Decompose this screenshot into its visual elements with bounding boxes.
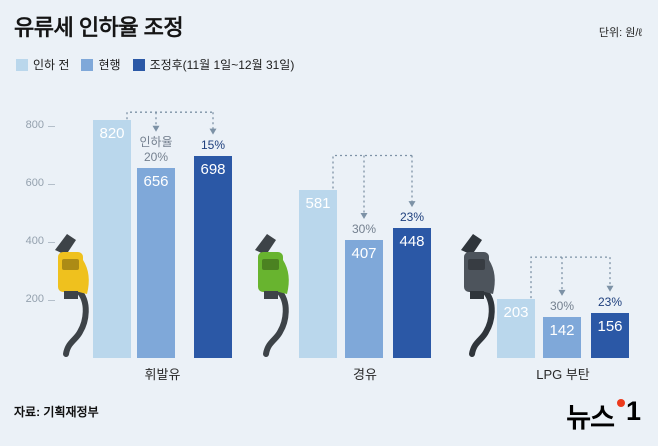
bar-value-label: 656 xyxy=(143,172,169,190)
unit-label: 단위: 원/ℓ xyxy=(598,27,642,39)
bar-value-label: 820 xyxy=(99,125,125,143)
bar-value-label: 698 xyxy=(200,160,226,178)
arrowhead-icon xyxy=(606,285,614,292)
bar-value-label: 448 xyxy=(399,233,425,251)
bar: 820 xyxy=(93,120,131,358)
category-label: 경유 xyxy=(353,367,377,382)
y-axis-tickmark xyxy=(48,126,55,127)
bar: 656 xyxy=(137,167,175,358)
bar-value-label: 156 xyxy=(597,317,623,335)
y-axis-tickmark xyxy=(48,184,55,185)
category-label: LPG 부탄 xyxy=(536,367,590,382)
arrowhead-icon xyxy=(408,201,416,208)
bar: 581 xyxy=(299,189,337,358)
legend-label: 현행 xyxy=(98,58,121,72)
annotation-line: 23% xyxy=(597,294,623,309)
bar-value-label: 142 xyxy=(549,321,575,339)
arrowhead-icon xyxy=(152,125,160,132)
bar: 142 xyxy=(543,316,581,358)
bar: 698 xyxy=(194,155,232,358)
y-axis-tick-label: 800 xyxy=(25,119,44,131)
legend-swatch xyxy=(132,58,145,71)
bar: 448 xyxy=(393,228,431,358)
y-axis-tick-label: 200 xyxy=(25,293,44,305)
chart-title: 유류세 인하율 조정 xyxy=(14,15,184,40)
reduction-rate-annotation: 23% xyxy=(581,295,639,310)
reduction-rate-annotation: 15% xyxy=(184,138,242,153)
category-label: 휘발유 xyxy=(144,367,181,382)
legend-item: 인하 전 xyxy=(16,56,69,73)
annotation-line: 20% xyxy=(143,149,169,164)
logo-text-left: 뉴스 xyxy=(566,403,615,433)
arrowhead-icon xyxy=(558,289,566,296)
logo-dot-icon xyxy=(616,399,625,407)
legend-item: 조정후(11월 1일~12월 31일) xyxy=(132,56,295,73)
annotation-line: 15% xyxy=(200,137,226,152)
source-label: 자료: 기획재정부 xyxy=(14,405,99,419)
annotation-line: 30% xyxy=(549,298,575,313)
fuel-nozzle-green-icon xyxy=(250,230,294,358)
fuel-nozzle-yellow-icon xyxy=(50,230,94,358)
arrowhead-icon xyxy=(360,212,368,219)
legend-item: 현행 xyxy=(81,56,121,73)
bar: 407 xyxy=(345,239,383,358)
y-axis-tick-label: 400 xyxy=(25,235,44,247)
reduction-rate-annotation: 인하율 20% xyxy=(127,135,185,165)
y-axis-tickmark xyxy=(48,242,55,243)
arrowhead-icon xyxy=(209,128,217,135)
bar-value-label: 203 xyxy=(503,304,529,322)
annotation-line: 인하율 xyxy=(139,134,173,149)
y-axis-tickmark xyxy=(48,300,55,301)
y-axis-tick-label: 600 xyxy=(25,177,44,189)
legend-label: 조정후(11월 1일~12월 31일) xyxy=(149,58,295,72)
news1-logo: 뉴스 1 xyxy=(566,396,641,435)
legend-label: 인하 전 xyxy=(33,58,70,72)
reduction-rate-annotation: 23% xyxy=(383,210,441,225)
bar-value-label: 581 xyxy=(305,194,331,212)
dotted-arrow-line xyxy=(530,256,610,299)
annotation-line: 23% xyxy=(399,210,425,225)
legend-swatch xyxy=(81,58,94,71)
dotted-arrow-line xyxy=(332,154,412,189)
annotation-line: 30% xyxy=(351,221,377,236)
bar: 203 xyxy=(497,299,535,358)
dotted-arrow-line xyxy=(126,111,213,120)
reduction-rate-annotation: 30% xyxy=(533,299,591,314)
fuel-nozzle-gray-icon xyxy=(456,230,500,358)
bar: 156 xyxy=(591,312,629,358)
reduction-rate-annotation: 30% xyxy=(335,222,393,237)
bar-value-label: 407 xyxy=(351,244,377,262)
legend-swatch xyxy=(16,58,28,71)
logo-text-right: 1 xyxy=(625,396,641,426)
legend: 인하 전 현행 조정후(11월 1일~12월 31일) xyxy=(16,56,294,73)
